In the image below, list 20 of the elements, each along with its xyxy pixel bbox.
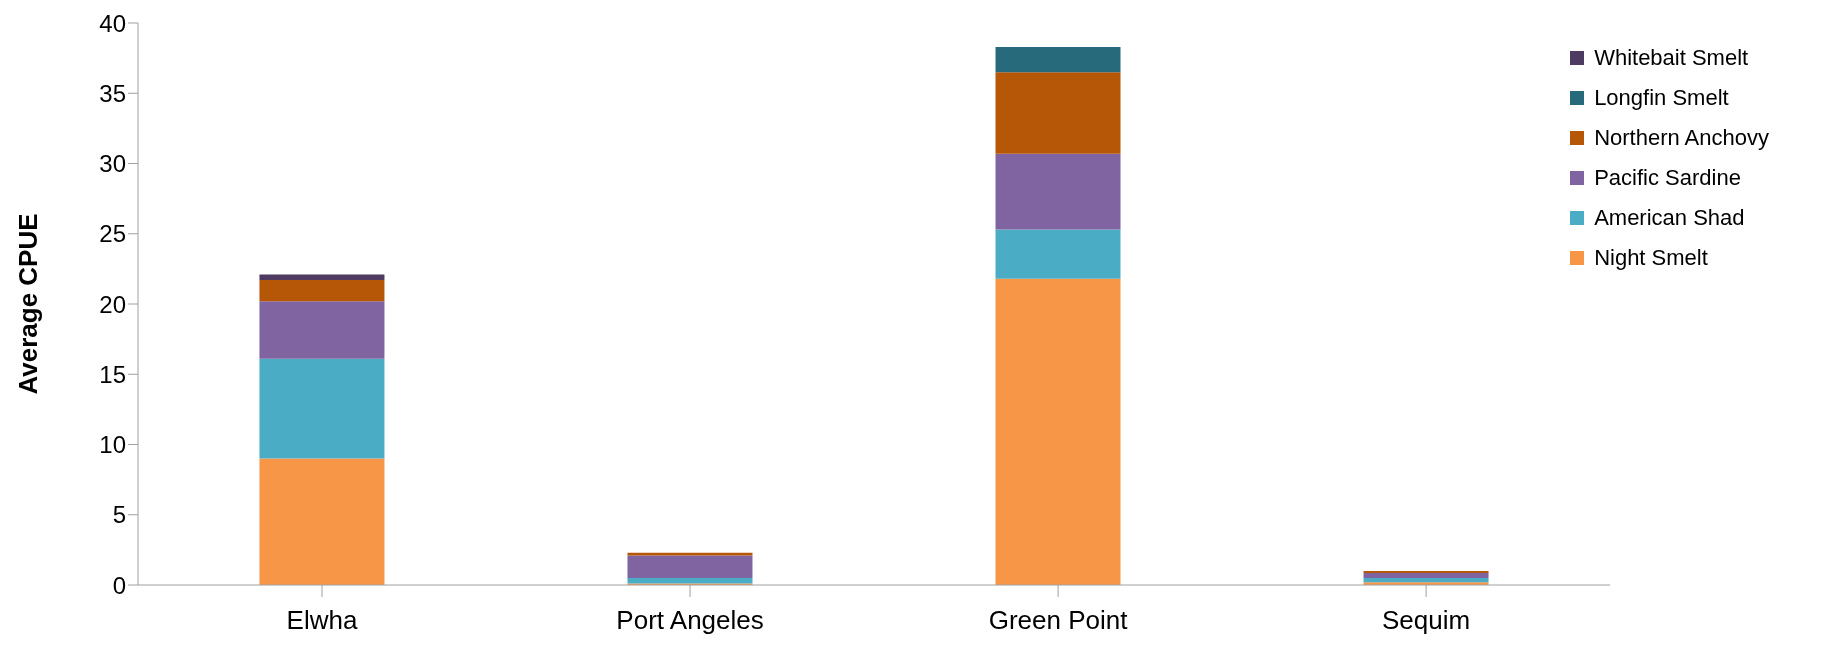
y-tick-label: 0 bbox=[112, 571, 126, 599]
x-tick-label: Green Point bbox=[988, 605, 1129, 636]
y-tick-label: 10 bbox=[99, 431, 126, 459]
y-tick-label: 25 bbox=[99, 220, 126, 248]
y-axis-title: Average CPUE bbox=[13, 213, 44, 395]
y-tick-label: 20 bbox=[99, 290, 126, 318]
legend-label: Longfin Smelt bbox=[1594, 85, 1729, 111]
legend-label: American Shad bbox=[1594, 205, 1745, 231]
y-tick-label: 5 bbox=[112, 501, 126, 529]
legend-label: Whitebait Smelt bbox=[1594, 45, 1749, 71]
x-tick-label: Port Angeles bbox=[616, 605, 764, 636]
legend-label: Night Smelt bbox=[1594, 245, 1708, 271]
legend-label: Northern Anchovy bbox=[1594, 125, 1769, 151]
x-tick-label: Elwha bbox=[286, 605, 358, 636]
legend-label: Pacific Sardine bbox=[1594, 165, 1741, 191]
y-tick-label: 30 bbox=[99, 150, 126, 178]
x-tick-label: Sequim bbox=[1382, 605, 1471, 636]
y-tick-label: 40 bbox=[99, 9, 126, 37]
y-tick-label: 35 bbox=[99, 79, 126, 107]
y-tick-label: 15 bbox=[99, 360, 126, 388]
